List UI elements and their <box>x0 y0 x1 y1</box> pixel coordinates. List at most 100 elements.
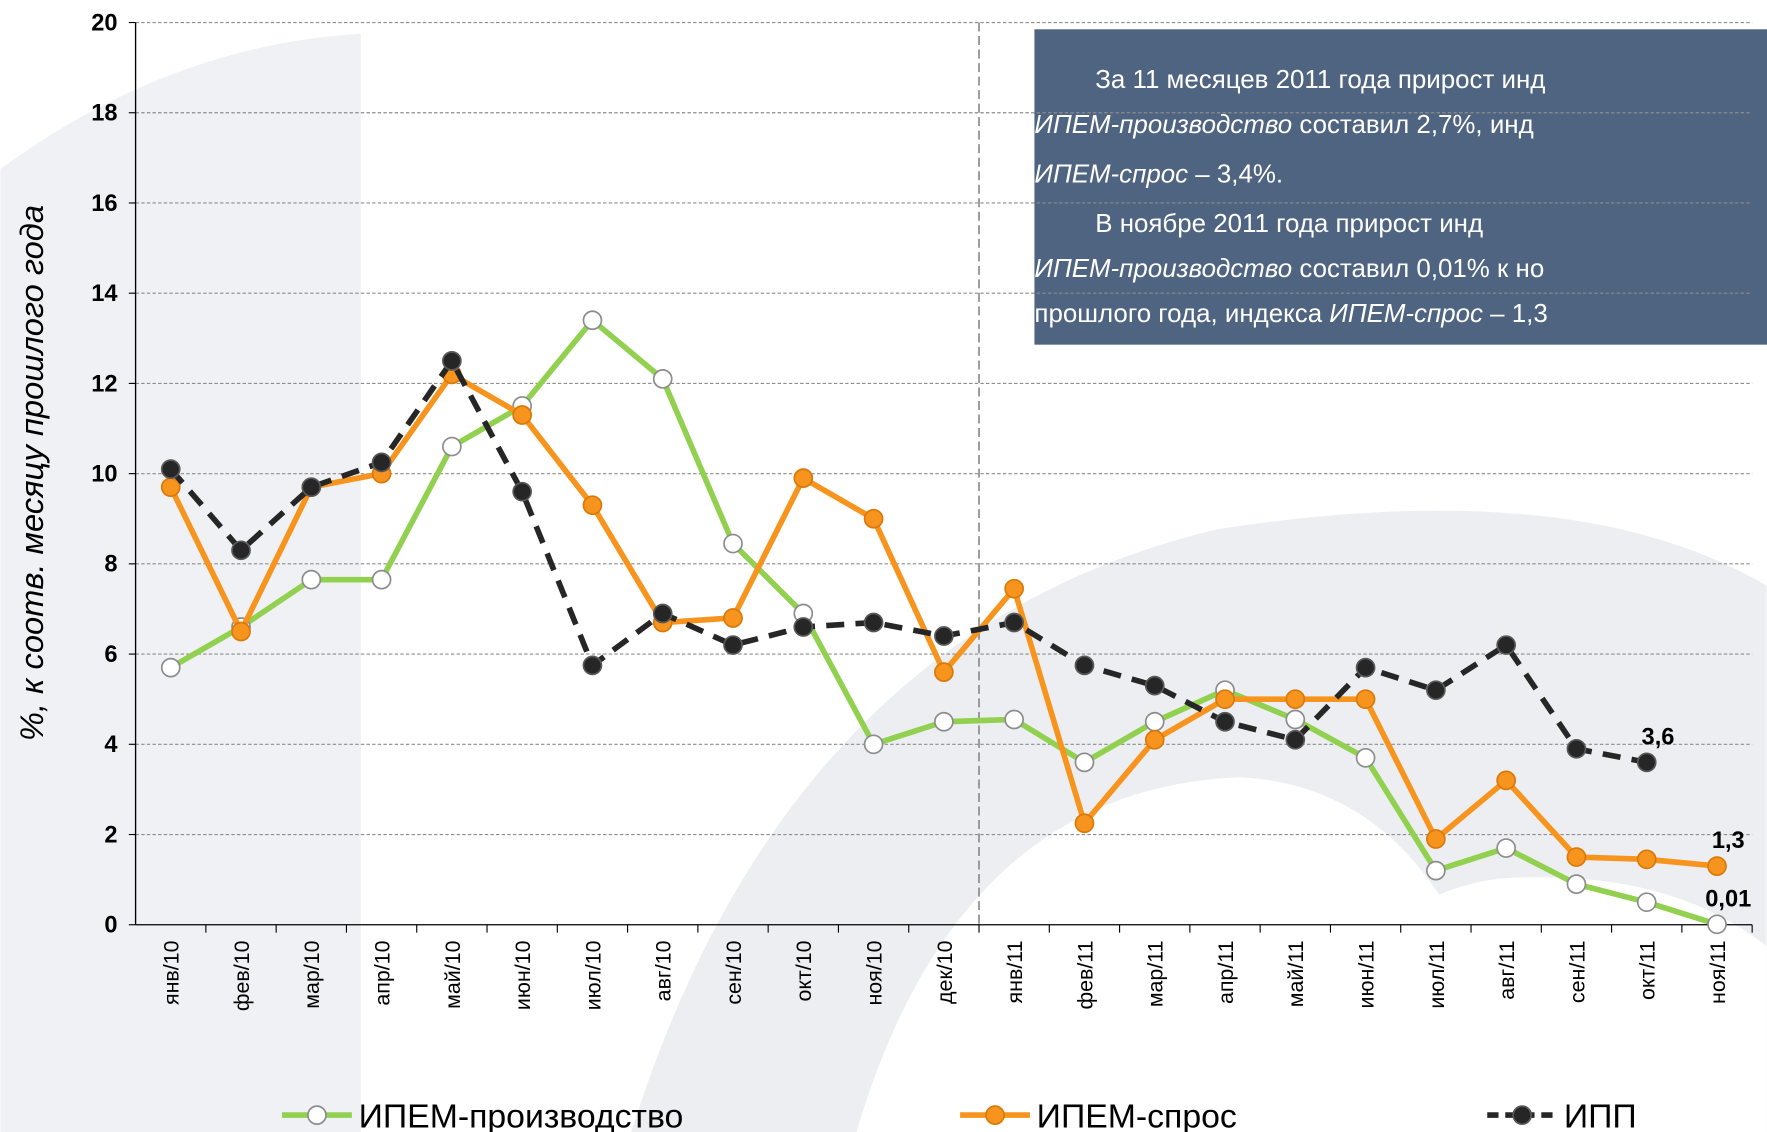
line-marker <box>1286 690 1304 708</box>
annotation-text: ИПЕМ-спрос <box>1329 300 1483 328</box>
value-label: 0,01 <box>1705 886 1751 912</box>
x-tick-label: авг/10 <box>652 940 676 1001</box>
line-marker <box>724 609 742 627</box>
x-tick-label: апр/10 <box>370 940 394 1005</box>
chart: %, к соотв. месяцу прошлого года За 11 м… <box>0 0 1767 1132</box>
annotation-text: ИПЕМ-производство <box>1034 255 1292 283</box>
x-tick-label: окт/11 <box>1636 941 1660 1000</box>
line-marker <box>373 571 391 589</box>
x-tick-label: фев/10 <box>230 940 254 1011</box>
annotation-text: прошлого года, индекса <box>1034 300 1329 328</box>
y-tick-label: 20 <box>91 10 117 36</box>
annotation-text: В ноябре 2011 года прирост инд <box>1095 210 1483 238</box>
line-marker <box>232 541 250 559</box>
line-marker <box>162 460 180 478</box>
line-marker <box>1146 677 1164 695</box>
x-tick-label: мар/11 <box>1144 941 1168 1008</box>
legend-marker <box>1513 1106 1531 1124</box>
line-marker <box>1567 848 1585 866</box>
y-tick-label: 16 <box>91 191 117 217</box>
line-marker <box>935 627 953 645</box>
y-tick-label: 4 <box>104 732 118 758</box>
line-marker <box>513 483 531 501</box>
line-marker <box>232 623 250 641</box>
x-tick-label: дек/10 <box>933 940 957 1004</box>
line-marker <box>1005 710 1023 728</box>
value-label: 3,6 <box>1642 724 1675 750</box>
line-marker <box>1638 850 1656 868</box>
line-marker <box>1146 731 1164 749</box>
x-tick-label: мар/10 <box>300 940 324 1008</box>
y-tick-label: 18 <box>91 101 117 127</box>
annotation-line: прошлого года, индекса ИПЕМ-спрос – 1,3 <box>1034 300 1547 328</box>
y-tick-label: 6 <box>104 642 117 668</box>
line-marker <box>1005 613 1023 631</box>
x-tick-label: май/10 <box>441 940 465 1008</box>
x-tick-label: июл/10 <box>581 940 605 1010</box>
line-marker <box>1708 857 1726 875</box>
annotation-line: За 11 месяцев 2011 года прирост инд <box>1095 66 1545 94</box>
line-marker <box>583 496 601 514</box>
legend-label: ИПП <box>1564 1097 1637 1132</box>
line-marker <box>373 453 391 471</box>
legend-label: ИПЕМ-спрос <box>1037 1097 1237 1132</box>
line-marker <box>865 510 883 528</box>
line-marker <box>654 370 672 388</box>
annotation-text: составил 0,01% к но <box>1292 255 1544 283</box>
legend-label: ИПЕМ-производство <box>359 1097 684 1132</box>
line-marker <box>1497 839 1515 857</box>
line-marker <box>654 604 672 622</box>
line-marker <box>935 663 953 681</box>
y-tick-label: 10 <box>91 462 117 488</box>
line-marker <box>583 311 601 329</box>
line-marker <box>1638 893 1656 911</box>
line-marker <box>1075 814 1093 832</box>
annotation-line: ИПЕМ-производство составил 0,01% к но <box>1034 255 1544 283</box>
line-marker <box>1567 875 1585 893</box>
line-marker <box>724 636 742 654</box>
line-marker <box>443 352 461 370</box>
line-marker <box>1075 656 1093 674</box>
line-marker <box>1567 740 1585 758</box>
y-tick-label: 2 <box>104 822 117 848</box>
x-tick-label: ноя/11 <box>1706 941 1730 1004</box>
line-marker <box>935 713 953 731</box>
x-tick-label: авг/11 <box>1495 941 1519 1000</box>
annotation-text: За 11 месяцев 2011 года прирост инд <box>1095 66 1545 94</box>
y-tick-label: 8 <box>104 552 117 578</box>
annotation-line: В ноябре 2011 года прирост инд <box>1095 210 1483 238</box>
line-marker <box>1216 690 1234 708</box>
line-marker <box>1357 690 1375 708</box>
x-tick-label: янв/10 <box>160 940 184 1005</box>
legend-marker <box>308 1106 326 1124</box>
y-tick-label: 12 <box>91 371 117 397</box>
line-marker <box>443 438 461 456</box>
line-marker <box>724 535 742 553</box>
line-marker <box>1216 713 1234 731</box>
x-tick-label: май/11 <box>1284 941 1308 1008</box>
y-axis-title: %, к соотв. месяцу прошлого года <box>13 205 50 741</box>
line-marker <box>583 656 601 674</box>
x-tick-label: окт/10 <box>792 940 816 1001</box>
x-tick-label: сен/10 <box>722 940 746 1004</box>
line-marker <box>1427 862 1445 880</box>
x-tick-label: фев/11 <box>1073 941 1097 1010</box>
x-tick-label: июл/11 <box>1425 941 1449 1009</box>
annotation-text: составил 2,7%, инд <box>1292 111 1534 139</box>
line-marker <box>1497 636 1515 654</box>
annotation-text: – 1,3 <box>1483 300 1548 328</box>
line-marker <box>1638 753 1656 771</box>
x-tick-label: апр/11 <box>1214 941 1238 1005</box>
x-tick-label: июн/10 <box>511 940 535 1010</box>
line-marker <box>1357 659 1375 677</box>
legend-marker <box>986 1106 1004 1124</box>
line-marker <box>1427 830 1445 848</box>
line-marker <box>865 735 883 753</box>
line-marker <box>1286 710 1304 728</box>
x-tick-label: сен/11 <box>1565 941 1589 1004</box>
line-marker <box>302 478 320 496</box>
annotation-text: ИПЕМ-спрос <box>1034 160 1188 188</box>
annotation-line: ИПЕМ-спрос – 3,4%. <box>1034 160 1283 188</box>
line-marker <box>1497 771 1515 789</box>
line-marker <box>794 618 812 636</box>
